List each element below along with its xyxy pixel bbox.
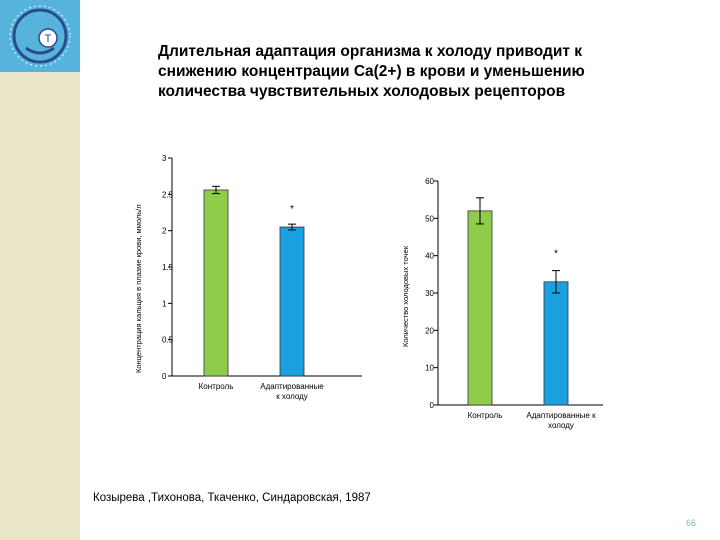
cold-points-chart-y-tick-label: 50 (425, 214, 434, 223)
calcium-chart-bar (203, 189, 229, 377)
calcium-chart-y-tick-label: 1 (162, 299, 167, 308)
cold-points-chart-y-tick-label: 10 (425, 364, 434, 373)
calcium-chart-category-label: Адаптированные (260, 382, 324, 391)
calcium-chart-y-tick-label: 1.5 (162, 263, 174, 272)
cold-points-chart-significance-star: * (554, 249, 558, 260)
calcium-chart-ylabel: Концентрация кальция в плазме крови, ммо… (134, 204, 143, 373)
logo-emblem-icon: T (9, 5, 71, 67)
citation: Козырева ,Тихонова, Ткаченко, Синдаровск… (93, 492, 371, 504)
cold-points-chart: 0 10 20 30 40 50 60 Контроль * Адаптированные к хо… (398, 172, 608, 442)
cold-points-chart-bar (543, 281, 569, 406)
logo-letter: T (45, 33, 52, 45)
cold-points-chart-category-label: Контроль (468, 411, 503, 420)
cold-points-chart-y-tick-label: 60 (425, 177, 434, 186)
cold-points-chart-category-label: холоду (548, 421, 574, 430)
logo: T (0, 0, 80, 72)
calcium-chart-y-tick-label: 2 (162, 227, 167, 236)
calcium-chart-y-tick-label: 0 (162, 372, 167, 381)
page-number: 66 (686, 518, 697, 528)
calcium-chart-category-label: Контроль (199, 382, 234, 391)
cold-points-chart-category-label: Адаптированные к (526, 411, 596, 420)
cold-points-chart-y-tick-label: 0 (430, 401, 435, 410)
calcium-chart-bar (279, 226, 305, 377)
calcium-chart-y-tick-label: 0.5 (162, 336, 174, 345)
side-strip (0, 0, 80, 540)
cold-points-chart-bar (467, 210, 493, 406)
cold-points-chart-y-tick-label: 20 (425, 326, 434, 335)
slide-title: Длительная адаптация организма к холоду … (158, 43, 585, 100)
calcium-chart-category-label: к холоду (276, 392, 308, 401)
calcium-chart-significance-star: * (290, 204, 294, 215)
cold-points-chart-y-tick-label: 30 (425, 289, 434, 298)
cold-points-chart-ylabel: Количество холодовых точек (401, 246, 410, 347)
cold-points-chart-y-tick-label: 40 (425, 252, 434, 261)
calcium-chart-y-tick-label: 2.5 (162, 190, 174, 199)
cold-points-chart-svg: 0 10 20 30 40 50 60 Контроль * Адаптированные кхо… (425, 177, 603, 430)
calcium-chart-y-tick-label: 3 (162, 154, 167, 163)
calcium-chart: 0 0.5 1 1.5 2 2.5 3 Контроль * Адаптированные к хо… (130, 145, 370, 410)
